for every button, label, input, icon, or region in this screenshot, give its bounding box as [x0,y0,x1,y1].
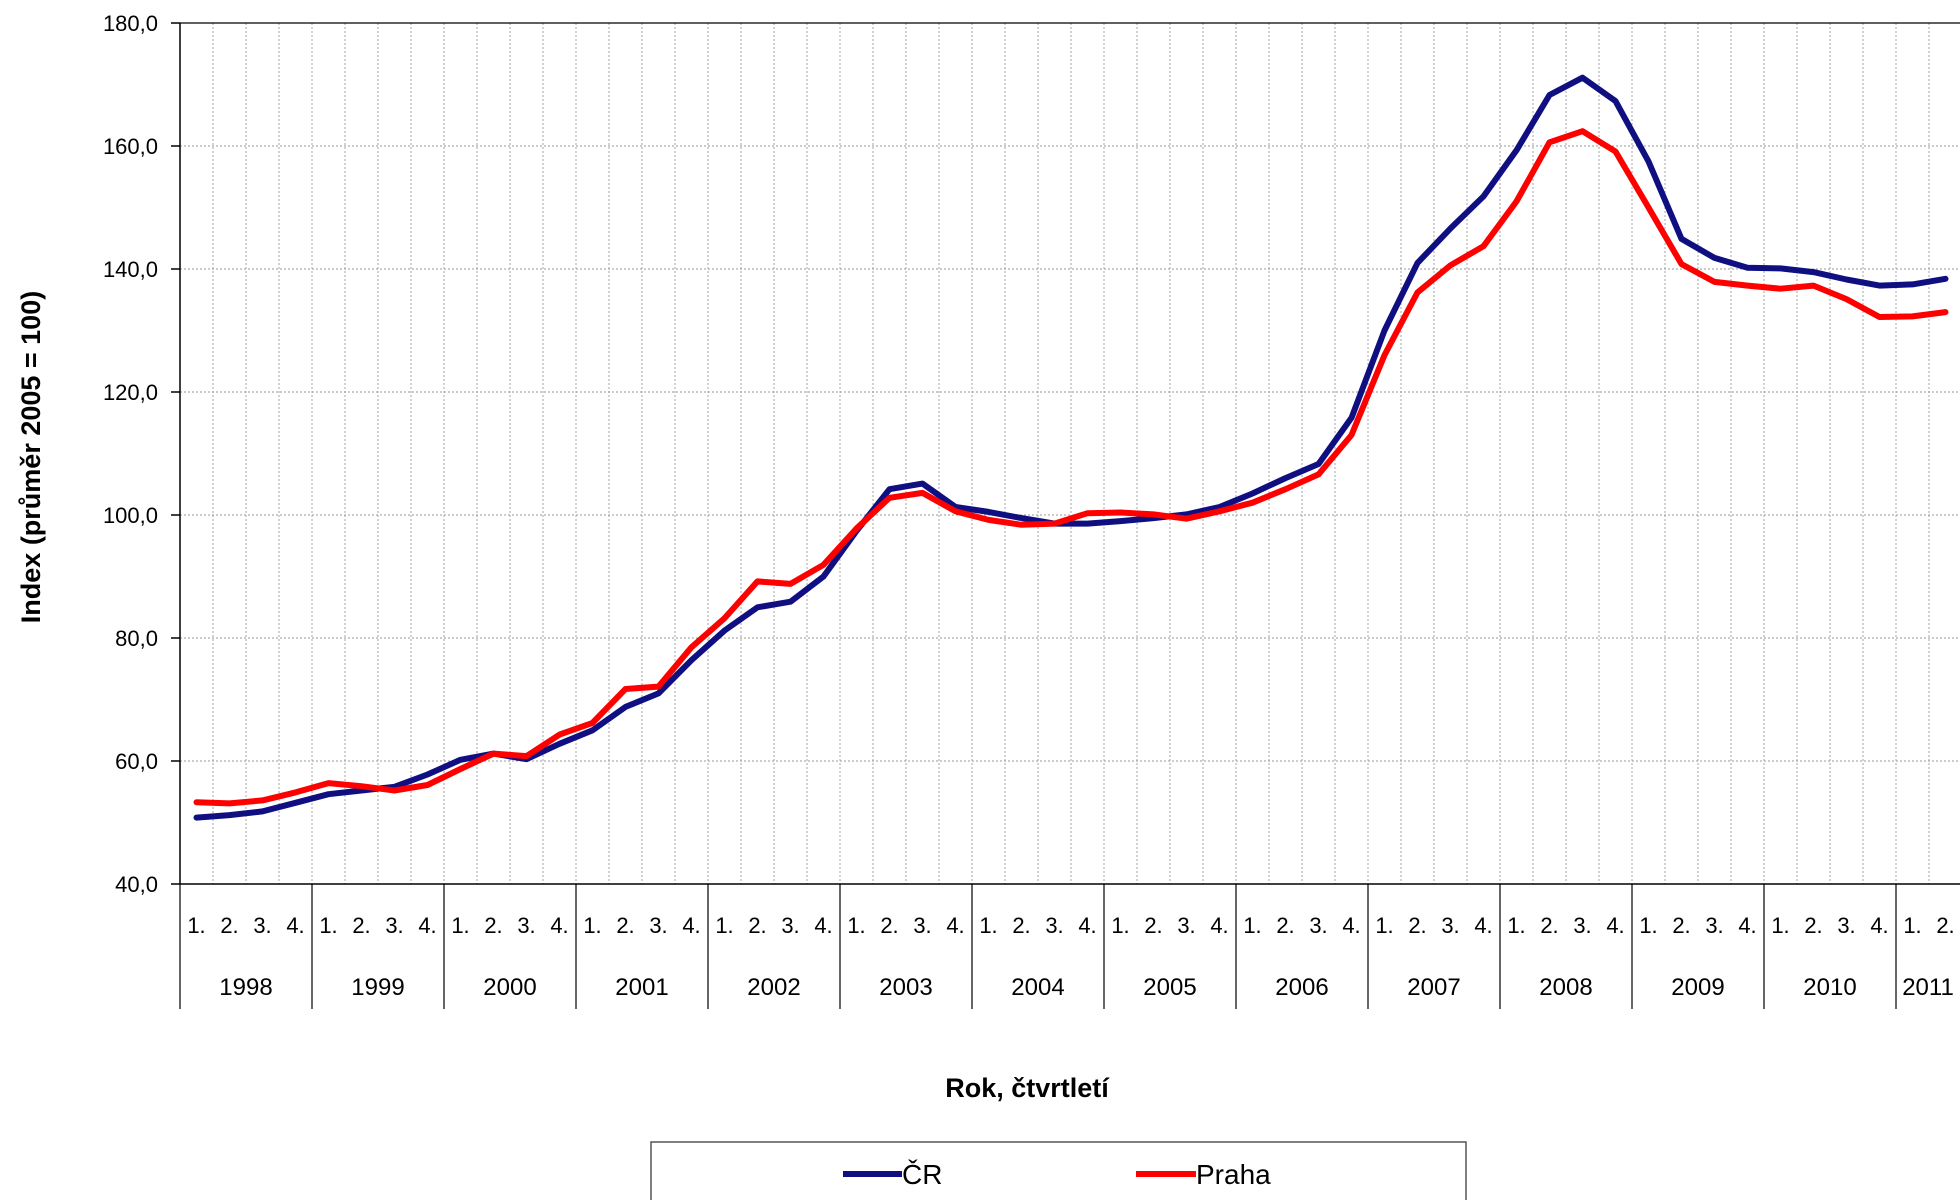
gridlines-vertical [212,23,1930,884]
y-axis-ticks: 40,0 60,0 80,0 100,0 120,0 140,0 160,0 180,0 [103,11,180,897]
y-tick-label: 180,0 [103,11,158,36]
x-tick-label-quarter: 2. [880,913,898,938]
x-tick-label-quarter: 1. [1375,913,1393,938]
y-tick-label: 160,0 [103,134,158,159]
x-tick-label-quarter: 2. [220,913,238,938]
y-axis-title: Index (průměr 2005 = 100) [16,291,46,623]
x-tick-label-quarter: 3. [1705,913,1723,938]
x-tick-label-year: 2009 [1671,974,1724,1001]
x-tick-label-quarter: 4. [550,913,568,938]
x-tick-label-quarter: 4. [1474,913,1492,938]
x-tick-label-quarter: 1. [319,913,337,938]
x-tick-label-quarter: 2. [1012,913,1030,938]
x-tick-label-quarter: 3. [1309,913,1327,938]
x-axis-title: Rok, čtvrtletí [945,1073,1110,1103]
y-tick-label: 100,0 [103,503,158,528]
x-tick-label-year: 2005 [1143,974,1196,1001]
gridlines-horizontal [180,22,1960,762]
x-tick-label-quarter: 4. [1606,913,1624,938]
x-tick-label-quarter: 4. [1210,913,1228,938]
x-tick-label-quarter: 3. [781,913,799,938]
x-tick-label-year: 2010 [1803,974,1856,1001]
x-tick-label-quarter: 4. [682,913,700,938]
x-tick-label-year: 1999 [351,974,404,1001]
x-tick-label-quarter: 4. [1870,913,1888,938]
x-tick-label-year: 2004 [1011,974,1064,1001]
x-tick-label-quarter: 4. [1342,913,1360,938]
x-tick-label-year: 2007 [1407,974,1460,1001]
x-tick-label-quarter: 1. [1639,913,1657,938]
legend-box [650,1141,1467,1200]
x-tick-label-quarter: 3. [1837,913,1855,938]
y-tick-label: 40,0 [115,872,158,897]
x-tick-label-quarter: 1. [715,913,733,938]
x-tick-label-quarter: 3. [253,913,271,938]
legend-label-praha: Praha [1196,1159,1271,1190]
x-tick-label-quarter: 1. [451,913,469,938]
x-tick-label-quarter: 3. [913,913,931,938]
legend-label-cr: ČR [902,1159,942,1190]
x-tick-label-quarter: 4. [418,913,436,938]
x-tick-label-quarter: 2. [1408,913,1426,938]
x-tick-label-quarter: 3. [1177,913,1195,938]
series-lines [193,74,1949,821]
x-tick-label-quarter: 1. [1243,913,1261,938]
x-tick-label-quarter: 1. [1111,913,1129,938]
y-tick-label: 140,0 [103,257,158,282]
x-tick-label-quarter: 2. [748,913,766,938]
x-tick-label-quarter: 3. [385,913,403,938]
y-tick-label: 80,0 [115,626,158,651]
x-tick-label-quarter: 4. [946,913,964,938]
plot-frame [179,22,1960,885]
x-tick-label-quarter: 1. [1771,913,1789,938]
x-tick-label-quarter: 2. [1804,913,1822,938]
x-tick-label-quarter: 2. [1540,913,1558,938]
legend: ČR Praha [650,1141,1467,1200]
x-tick-label-quarter: 1. [187,913,205,938]
x-tick-label-year: 2008 [1539,974,1592,1001]
y-tick-label: 60,0 [115,749,158,774]
x-tick-label-year: 2001 [615,974,668,1001]
x-tick-label-year: 2003 [879,974,932,1001]
x-tick-label-quarter: 2. [1672,913,1690,938]
y-tick-label: 120,0 [103,380,158,405]
x-tick-label-quarter: 3. [1045,913,1063,938]
x-tick-label-quarter: 1. [979,913,997,938]
x-tick-label-quarter: 3. [1441,913,1459,938]
x-tick-label-quarter: 4. [1078,913,1096,938]
x-tick-label-quarter: 4. [814,913,832,938]
x-tick-label-quarter: 1. [583,913,601,938]
x-tick-label-quarter: 1. [847,913,865,938]
x-tick-label-year: 2011 [1902,974,1954,1001]
x-tick-label-quarter: 4. [286,913,304,938]
x-axis-ticks: 1. 2. 3. 4. 1998 1. 2. 3. 4. 1999 1. 2. 3. 4. 2000 1. 2.… [179,884,1955,1009]
x-tick-label-year: 2000 [483,974,536,1001]
x-tick-label-quarter: 2. [1276,913,1294,938]
x-tick-label-quarter: 2. [484,913,502,938]
x-tick-label-quarter: 2. [1144,913,1162,938]
x-tick-label-quarter: 1. [1507,913,1525,938]
x-tick-label-quarter: 2. [1936,913,1954,938]
x-tick-label-quarter: 1. [1903,913,1921,938]
x-tick-label-quarter: 2. [616,913,634,938]
x-tick-label-year: 2006 [1275,974,1328,1001]
x-tick-label-quarter: 3. [1573,913,1591,938]
x-tick-label-quarter: 3. [649,913,667,938]
x-tick-label-quarter: 2. [352,913,370,938]
x-tick-label-year: 2002 [747,974,800,1001]
x-tick-label-quarter: 3. [517,913,535,938]
x-tick-label-quarter: 4. [1738,913,1756,938]
x-tick-label-year: 1998 [219,974,272,1001]
series-line-praha [193,128,1949,807]
